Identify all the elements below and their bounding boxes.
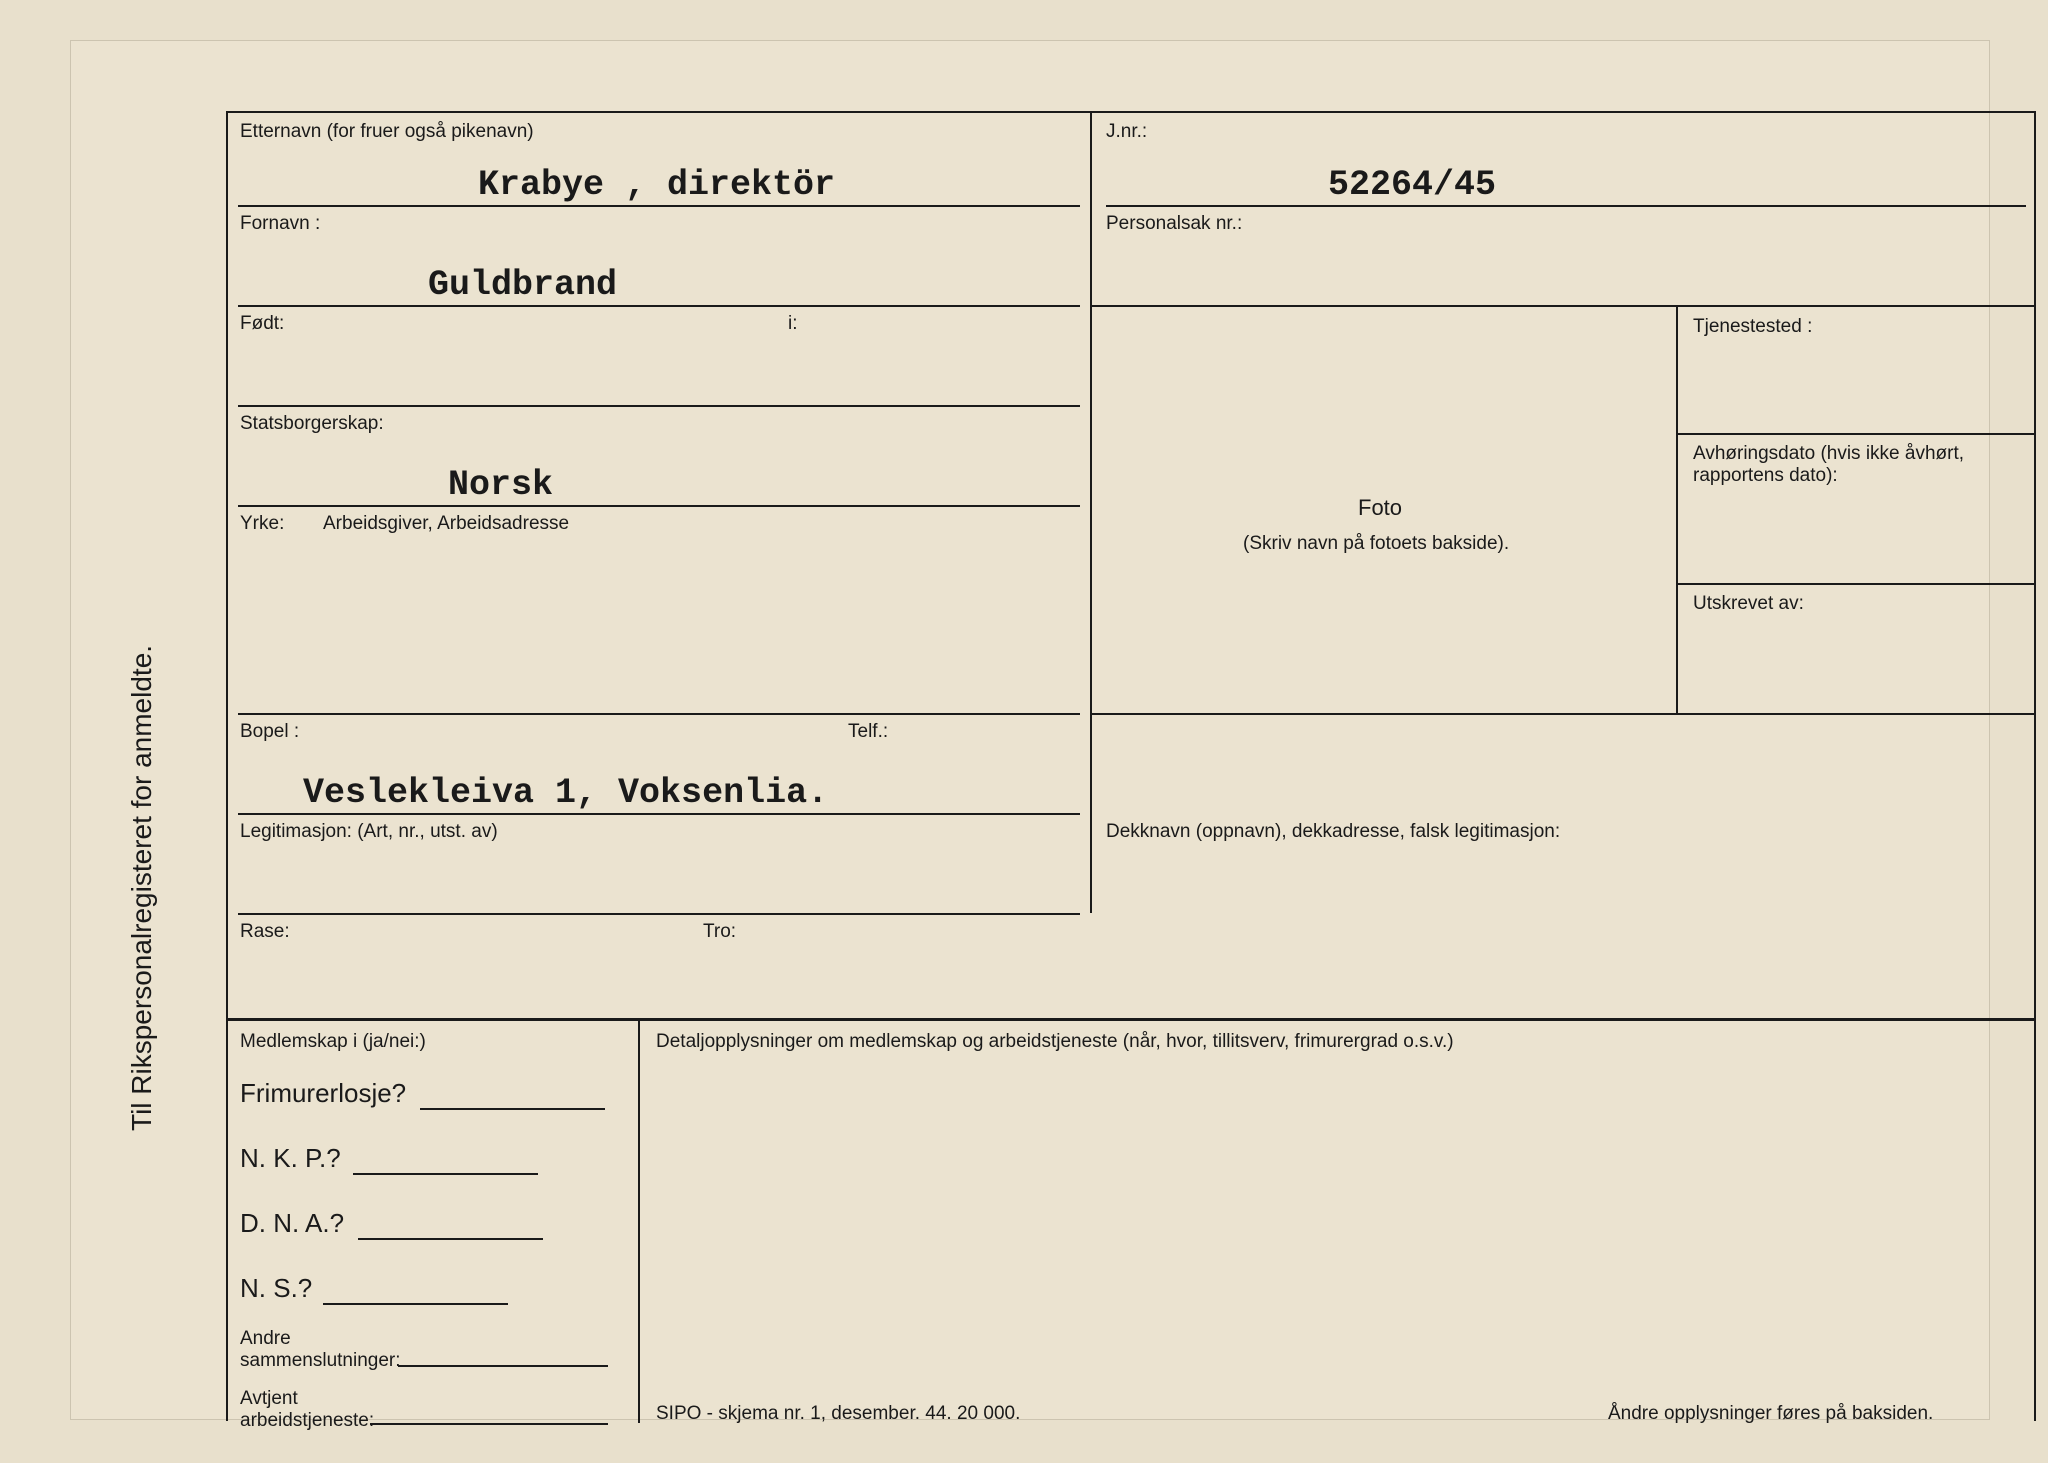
value-bopel: Veslekleiva 1, Voksenlia.: [303, 773, 828, 813]
label-fodt-i: i:: [788, 313, 798, 335]
divider-membership-top: [228, 1018, 2036, 1021]
value-fornavn: Guldbrand: [428, 265, 617, 305]
divider-tjenestested: [1676, 305, 1678, 715]
line-etternavn: [238, 205, 1080, 207]
label-yrke: Yrke:: [240, 513, 284, 535]
label-ns: N. S.?: [240, 1273, 312, 1304]
label-medlemskap: Medlemskap i (ja/nei:): [240, 1031, 426, 1053]
footer-sipo: SIPO - skjema nr. 1, desember. 44. 20 00…: [656, 1403, 1020, 1425]
line-legitimasjon: [238, 913, 1080, 915]
label-utskrevet: Utskrevet av:: [1693, 593, 1804, 615]
value-etternavn: Krabye , direktör: [478, 165, 835, 205]
divider-membership-vertical: [638, 1018, 640, 1423]
label-dekknavn: Dekknavn (oppnavn), dekkadresse, falsk l…: [1106, 821, 1560, 843]
label-nkp: N. K. P.?: [240, 1143, 341, 1174]
line-bopel: [238, 813, 1080, 815]
line-personalsak: [1092, 305, 2036, 307]
line-ns: [323, 1303, 508, 1305]
line-nkp: [353, 1173, 538, 1175]
label-statsborgerskap: Statsborgerskap:: [240, 413, 384, 435]
line-yrke: [238, 713, 1080, 715]
label-bopel: Bopel :: [240, 721, 299, 743]
line-jnr: [1106, 205, 2026, 207]
label-arbeidsgiver: Arbeidsgiver, Arbeidsadresse: [323, 513, 569, 535]
label-legitimasjon: Legitimasjon: (Art, nr., utst. av): [240, 821, 498, 843]
value-jnr: 52264/45: [1328, 165, 1496, 205]
label-detaljopplysninger: Detaljopplysninger om medlemskap og arbe…: [656, 1031, 1454, 1053]
label-tjenestested: Tjenestested :: [1693, 316, 1812, 338]
line-tjenestested: [1678, 433, 2034, 435]
label-personalsak: Personalsak nr.:: [1106, 213, 1242, 235]
label-avtjent: Avtjent arbeidstjeneste:: [240, 1388, 370, 1432]
label-foto: Foto: [1358, 495, 1402, 521]
label-andre: Andre sammenslutninger:: [240, 1328, 390, 1372]
label-frimurerlosje: Frimurerlosje?: [240, 1078, 406, 1109]
divider-main-vertical: [1090, 113, 1092, 913]
label-rase: Rase:: [240, 921, 290, 943]
label-tro: Tro:: [703, 921, 736, 943]
value-statsborgerskap: Norsk: [448, 465, 553, 505]
card-background: Til Rikspersonalregisteret for anmeldte.…: [70, 40, 1990, 1420]
label-etternavn: Etternavn (for fruer også pikenavn): [240, 121, 534, 143]
line-fodt: [238, 405, 1080, 407]
label-fornavn: Fornavn :: [240, 213, 320, 235]
label-dna: D. N. A.?: [240, 1208, 344, 1239]
line-statsborgerskap: [238, 505, 1080, 507]
line-foto-bottom: [1092, 713, 2036, 715]
footer-andre-opp: Åndre opplysninger føres på baksiden.: [1608, 1403, 1933, 1425]
form-frame: Etternavn (for fruer også pikenavn) Krab…: [226, 111, 2036, 1421]
label-avhoringsdato: Avhøringsdato (hvis ikke åvhørt, rapport…: [1693, 443, 2023, 487]
line-fornavn: [238, 305, 1080, 307]
line-avhoringsdato: [1678, 583, 2034, 585]
line-avtjent: [370, 1423, 608, 1425]
label-telf: Telf.:: [848, 721, 888, 743]
label-fodt: Født:: [240, 313, 284, 335]
vertical-title: Til Rikspersonalregisteret for anmeldte.: [126, 645, 158, 1131]
line-andre: [398, 1365, 608, 1367]
line-frimurerlosje: [420, 1108, 605, 1110]
label-foto-note: (Skriv navn på fotoets bakside).: [1243, 533, 1509, 555]
line-dna: [358, 1238, 543, 1240]
label-jnr: J.nr.:: [1106, 121, 1147, 143]
